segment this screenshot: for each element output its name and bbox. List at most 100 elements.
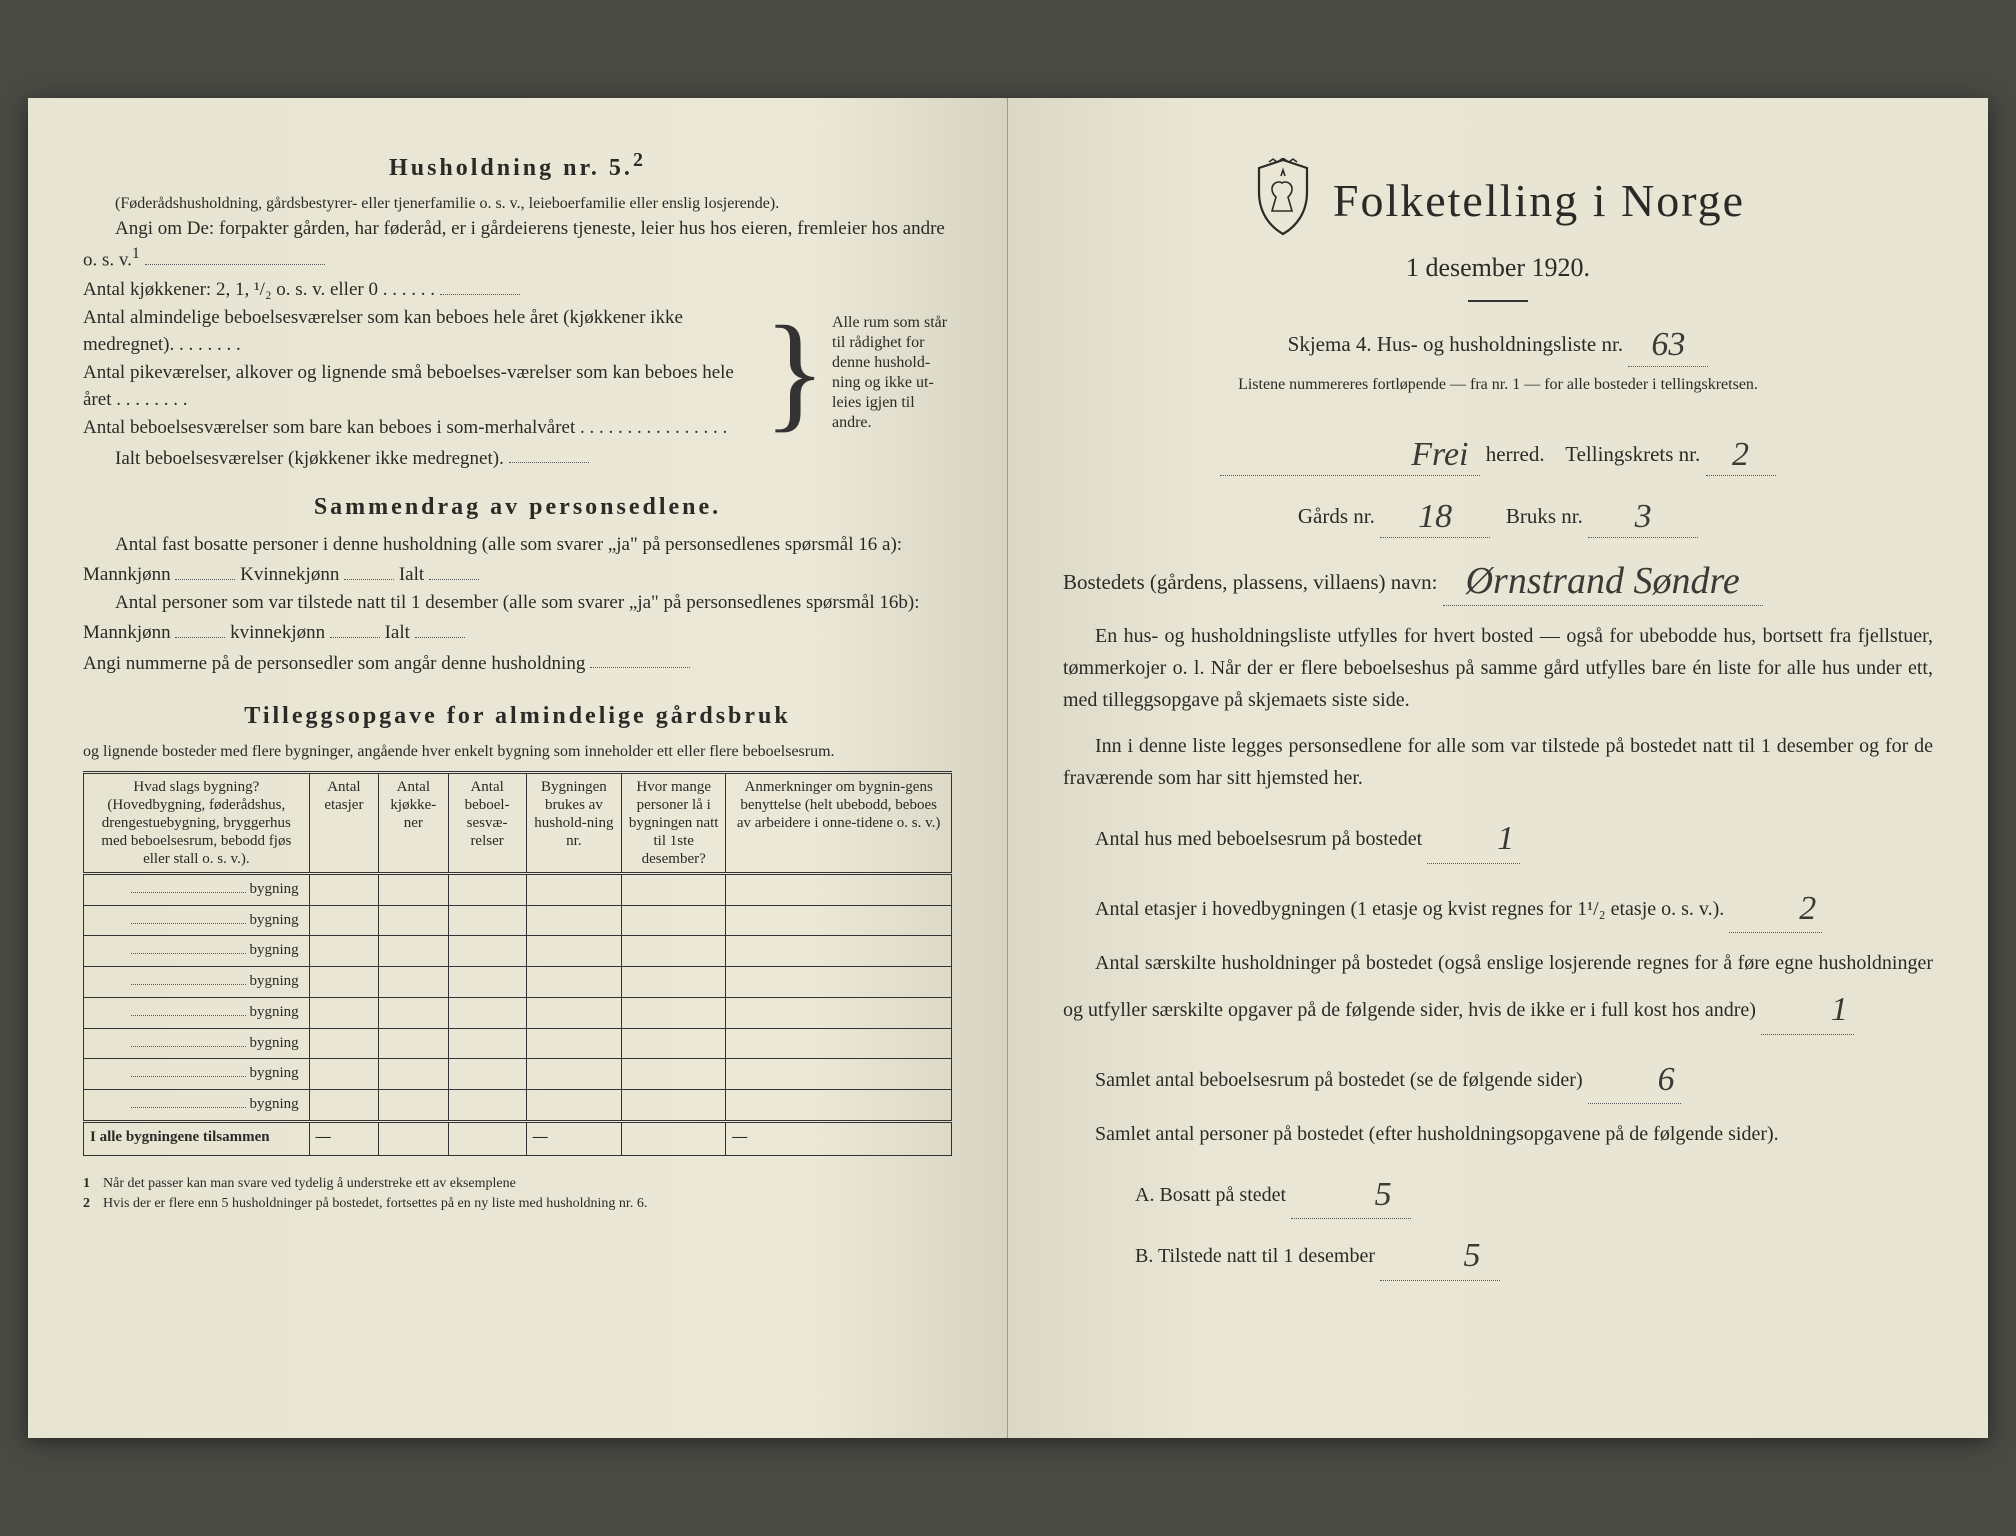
qA-label: A. Bosatt på stedet <box>1135 1184 1286 1206</box>
row-cell <box>622 1028 726 1059</box>
s-ialt2: Ialt <box>385 622 410 643</box>
q4-line: Samlet antal beboelsesrum på bostedet (s… <box>1063 1049 1933 1104</box>
row-label-cell: bygning <box>84 1090 310 1122</box>
tf-4: — <box>526 1121 621 1155</box>
bosted-value: Ørnstrand Søndre <box>1466 554 1740 609</box>
bosted-row: Bostedets (gårdens, plassens, villaens) … <box>1063 550 1933 606</box>
main-title: Folketelling i Norge <box>1333 168 1745 235</box>
gards-value: 18 <box>1418 492 1452 541</box>
row-label-cell: bygning <box>84 1028 310 1059</box>
row-cell <box>726 1090 952 1122</box>
bruks-value: 3 <box>1635 492 1652 541</box>
hr-icon <box>1468 300 1528 302</box>
row-cell <box>448 997 526 1028</box>
table-body: bygning bygning bygning bygning bygning … <box>84 873 952 1121</box>
th-6: Anmerkninger om bygnin-gens benyttelse (… <box>726 772 952 873</box>
document-spread: Husholdning nr. 5.2 (Føderådshusholdning… <box>28 98 1988 1438</box>
q3-field: 1 <box>1761 979 1854 1034</box>
th-2: Antal kjøkke-ner <box>379 772 448 873</box>
ialt-line: Ialt beboelsesværelser (kjøkkener ikke m… <box>83 442 758 472</box>
herred-label: herred. <box>1486 442 1545 466</box>
tf-3 <box>448 1121 526 1155</box>
s1-ialt-fill <box>429 558 479 580</box>
s2-ialt-fill <box>415 616 465 638</box>
herred-row: Frei herred. Tellingskrets nr. 2 <box>1063 426 1933 476</box>
s-line3: Angi nummerne på de personsedler som ang… <box>83 647 952 677</box>
th-1: Antal etasjer <box>309 772 378 873</box>
th-0: Hvad slags bygning? (Hovedbygning, føder… <box>84 772 310 873</box>
herred-field: Frei <box>1220 426 1480 476</box>
row-cell <box>622 997 726 1028</box>
liste-nr-value: 63 <box>1651 320 1685 369</box>
qB-label: B. Tilstede natt til 1 desember <box>1135 1245 1375 1267</box>
row-cell <box>526 1028 621 1059</box>
row-cell <box>526 873 621 905</box>
row-cell <box>526 1059 621 1090</box>
row-cell <box>309 1059 378 1090</box>
row-cell <box>309 936 378 967</box>
table-row: bygning <box>84 905 952 936</box>
q2-label: Antal etasjer i hovedbygningen (1 etasje… <box>1095 898 1724 920</box>
q4-field: 6 <box>1588 1049 1681 1104</box>
s-line3-text: Angi nummerne på de personsedler som ang… <box>83 652 585 673</box>
row-label-cell: bygning <box>84 936 310 967</box>
liste-nr-field: 63 <box>1628 316 1708 366</box>
table-row: bygning <box>84 997 952 1028</box>
th-3: Antal beboel-sesvæ-relser <box>448 772 526 873</box>
row-cell <box>379 873 448 905</box>
tf-1: — <box>309 1121 378 1155</box>
qA-field: 5 <box>1291 1164 1411 1219</box>
row-cell <box>379 1090 448 1122</box>
ialt-fill <box>509 442 589 464</box>
s1-mann-fill <box>175 558 235 580</box>
bruks-field: 3 <box>1588 488 1698 538</box>
row-cell <box>726 1028 952 1059</box>
row-cell <box>379 967 448 998</box>
rooms2-line: Antal pikeværelser, alkover og lignende … <box>83 359 758 414</box>
kjokkener-fill <box>440 273 520 295</box>
row-cell <box>309 997 378 1028</box>
row-cell <box>379 1059 448 1090</box>
form-line: Skjema 4. Hus- og husholdningsliste nr. … <box>1063 316 1933 366</box>
h5-title: Husholdning nr. 5.2 <box>83 146 952 186</box>
row-cell <box>726 967 952 998</box>
brace-icon: } <box>758 311 832 435</box>
rooms1-line: Antal almindelige beboelsesværelser som … <box>83 304 758 359</box>
tf-5 <box>622 1121 726 1155</box>
rooms-brace-block: Antal kjøkkener: 2, 1, ¹/₂ o. s. v. elle… <box>83 273 952 472</box>
table-row: bygning <box>84 1059 952 1090</box>
row-cell <box>309 967 378 998</box>
angi-sup: 1 <box>132 245 140 262</box>
s-ialt: Ialt <box>399 564 424 585</box>
s2-kvinne-fill <box>330 616 380 638</box>
row-cell <box>309 873 378 905</box>
table-header-row: Hvad slags bygning? (Hovedbygning, føder… <box>84 772 952 873</box>
para1: En hus- og husholdningsliste utfylles fo… <box>1063 620 1933 716</box>
subtitle: 1 desember 1920. <box>1063 249 1933 287</box>
brace-text: Alle rum som står til rådighet for denne… <box>832 313 952 433</box>
row-cell <box>622 967 726 998</box>
row-cell <box>726 905 952 936</box>
tf-label: I alle bygningene tilsammen <box>84 1121 310 1155</box>
row-cell <box>526 997 621 1028</box>
row-cell <box>726 873 952 905</box>
bruks-label: Bruks nr. <box>1506 504 1583 528</box>
left-page: Husholdning nr. 5.2 (Føderådshusholdning… <box>28 98 1008 1438</box>
row-cell <box>526 936 621 967</box>
q1-label: Antal hus med beboelsesrum på bostedet <box>1095 828 1422 850</box>
row-cell <box>622 1059 726 1090</box>
fn1-marker: 1 <box>83 1174 103 1194</box>
q1-field: 1 <box>1427 808 1520 863</box>
gards-field: 18 <box>1380 488 1490 538</box>
angi-fill <box>145 243 325 265</box>
row-cell <box>448 873 526 905</box>
th-4: Bygningen brukes av hushold-ning nr. <box>526 772 621 873</box>
row-cell <box>379 997 448 1028</box>
table-row: bygning <box>84 967 952 998</box>
qB-line: B. Tilstede natt til 1 desember 5 <box>1103 1225 1933 1280</box>
s-line1: Antal fast bosatte personer i denne hush… <box>83 531 952 589</box>
row-cell <box>448 1090 526 1122</box>
row-label-cell: bygning <box>84 905 310 936</box>
row-cell <box>309 1028 378 1059</box>
title-line: Folketelling i Norge <box>1063 158 1933 245</box>
